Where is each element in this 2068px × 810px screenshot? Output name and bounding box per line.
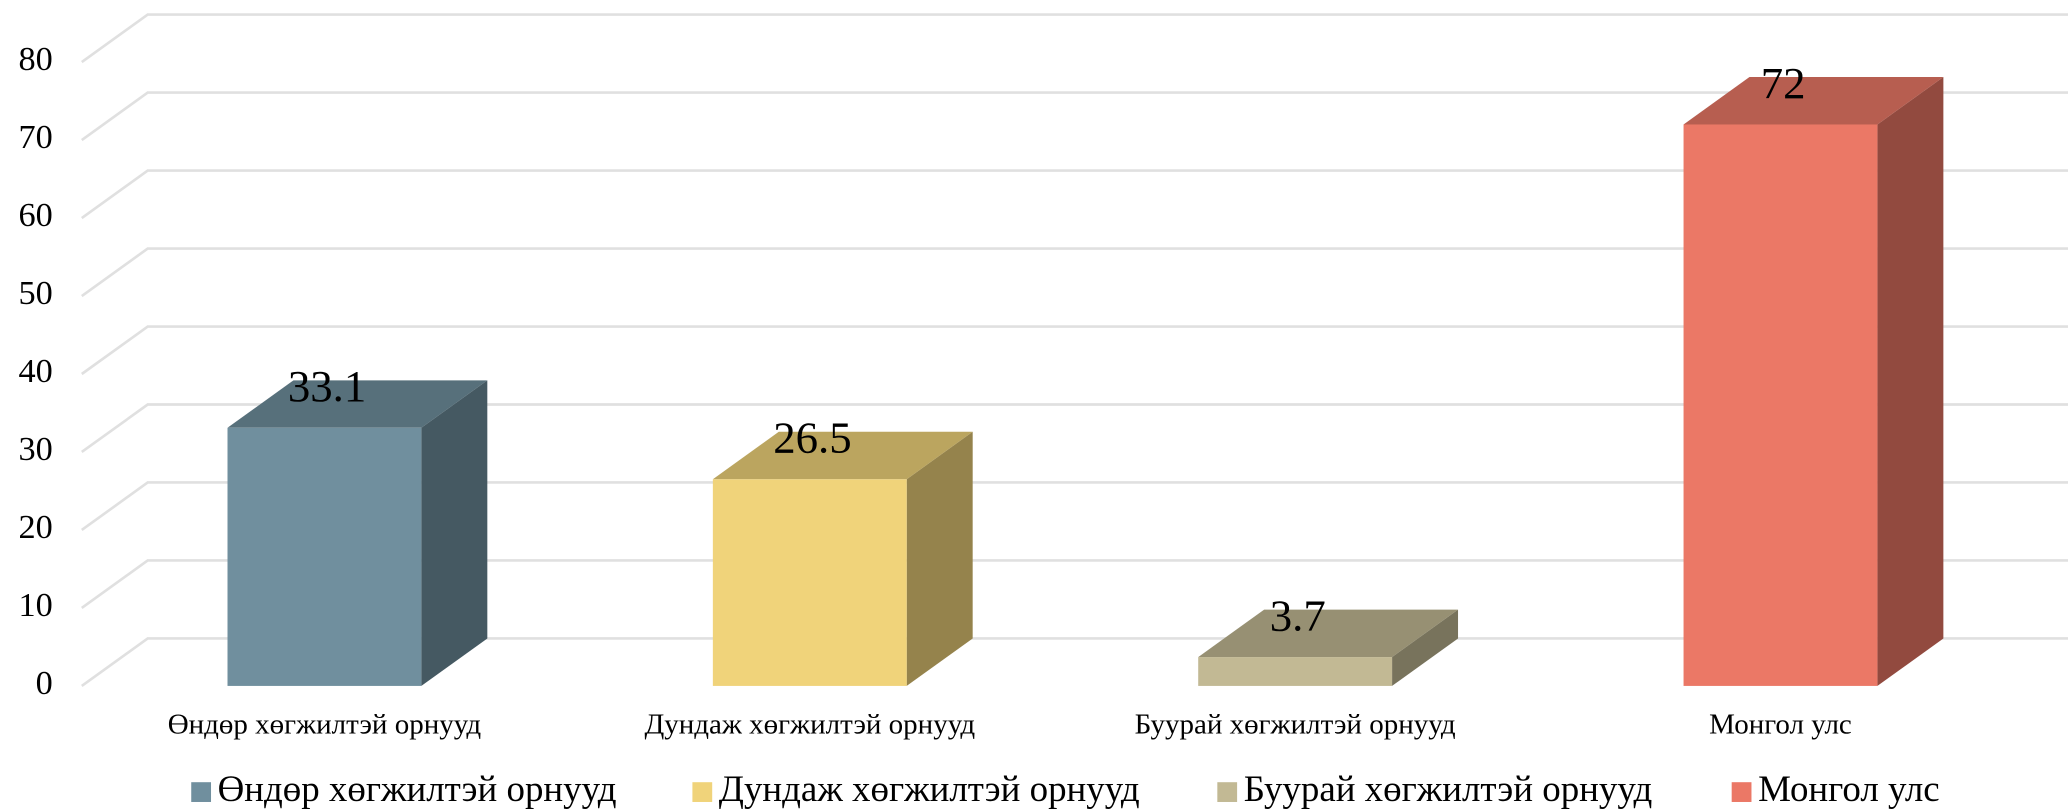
legend-label: Өндөр хөгжилтэй орнууд: [218, 768, 617, 809]
y-tick-label: 10: [18, 586, 52, 624]
bar: [1198, 657, 1393, 686]
x-tick-label: Монгол улс: [1709, 708, 1852, 740]
grid-line: [80, 13, 2068, 64]
y-tick-label: 30: [18, 430, 52, 468]
grid-line: [80, 481, 2068, 532]
grid-line: [80, 559, 2068, 610]
value-label: 72: [1761, 58, 1806, 108]
y-tick-label: 20: [18, 508, 52, 546]
legend-label: Буурай хөгжилтэй орнууд: [1244, 768, 1653, 809]
value-label: 3.7: [1270, 590, 1326, 640]
x-tick-label: Дундаж хөгжилтэй орнууд: [644, 708, 975, 740]
grid-line: [80, 91, 2068, 142]
bar: [227, 427, 422, 686]
grid-line: [80, 169, 2068, 220]
y-tick-label: 50: [18, 274, 52, 312]
x-tick-label: Буурай хөгжилтэй орнууд: [1135, 708, 1456, 740]
bar-side: [1392, 609, 1459, 686]
y-tick-label: 40: [18, 352, 52, 390]
x-tick-label: Өндөр хөгжилтэй орнууд: [168, 708, 482, 740]
grid-line: [80, 403, 2068, 454]
legend-swatch: [1217, 782, 1238, 802]
legend-swatch: [1731, 782, 1752, 802]
bar: [1683, 124, 1878, 686]
value-label: 33.1: [288, 361, 366, 411]
y-tick-label: 80: [18, 40, 52, 78]
grid-line: [80, 325, 2068, 376]
legend-swatch: [191, 782, 212, 802]
legend-swatch: [692, 782, 713, 802]
legend-label: Дундаж хөгжилтэй орнууд: [719, 768, 1140, 809]
legend-label: Монгол улс: [1758, 768, 1940, 809]
y-tick-label: 0: [36, 664, 53, 702]
bar: [712, 479, 907, 686]
bar-top: [227, 380, 488, 428]
bar-top: [1683, 76, 1944, 125]
bar-top: [712, 431, 973, 480]
grid-line: [80, 247, 2068, 298]
bar-top: [1198, 609, 1459, 658]
bar-side: [906, 431, 973, 686]
bar-side: [1877, 76, 1944, 686]
value-label: 26.5: [773, 413, 851, 463]
y-tick-label: 60: [18, 196, 52, 234]
y-tick-label: 70: [18, 118, 52, 156]
bar-side: [421, 380, 488, 686]
